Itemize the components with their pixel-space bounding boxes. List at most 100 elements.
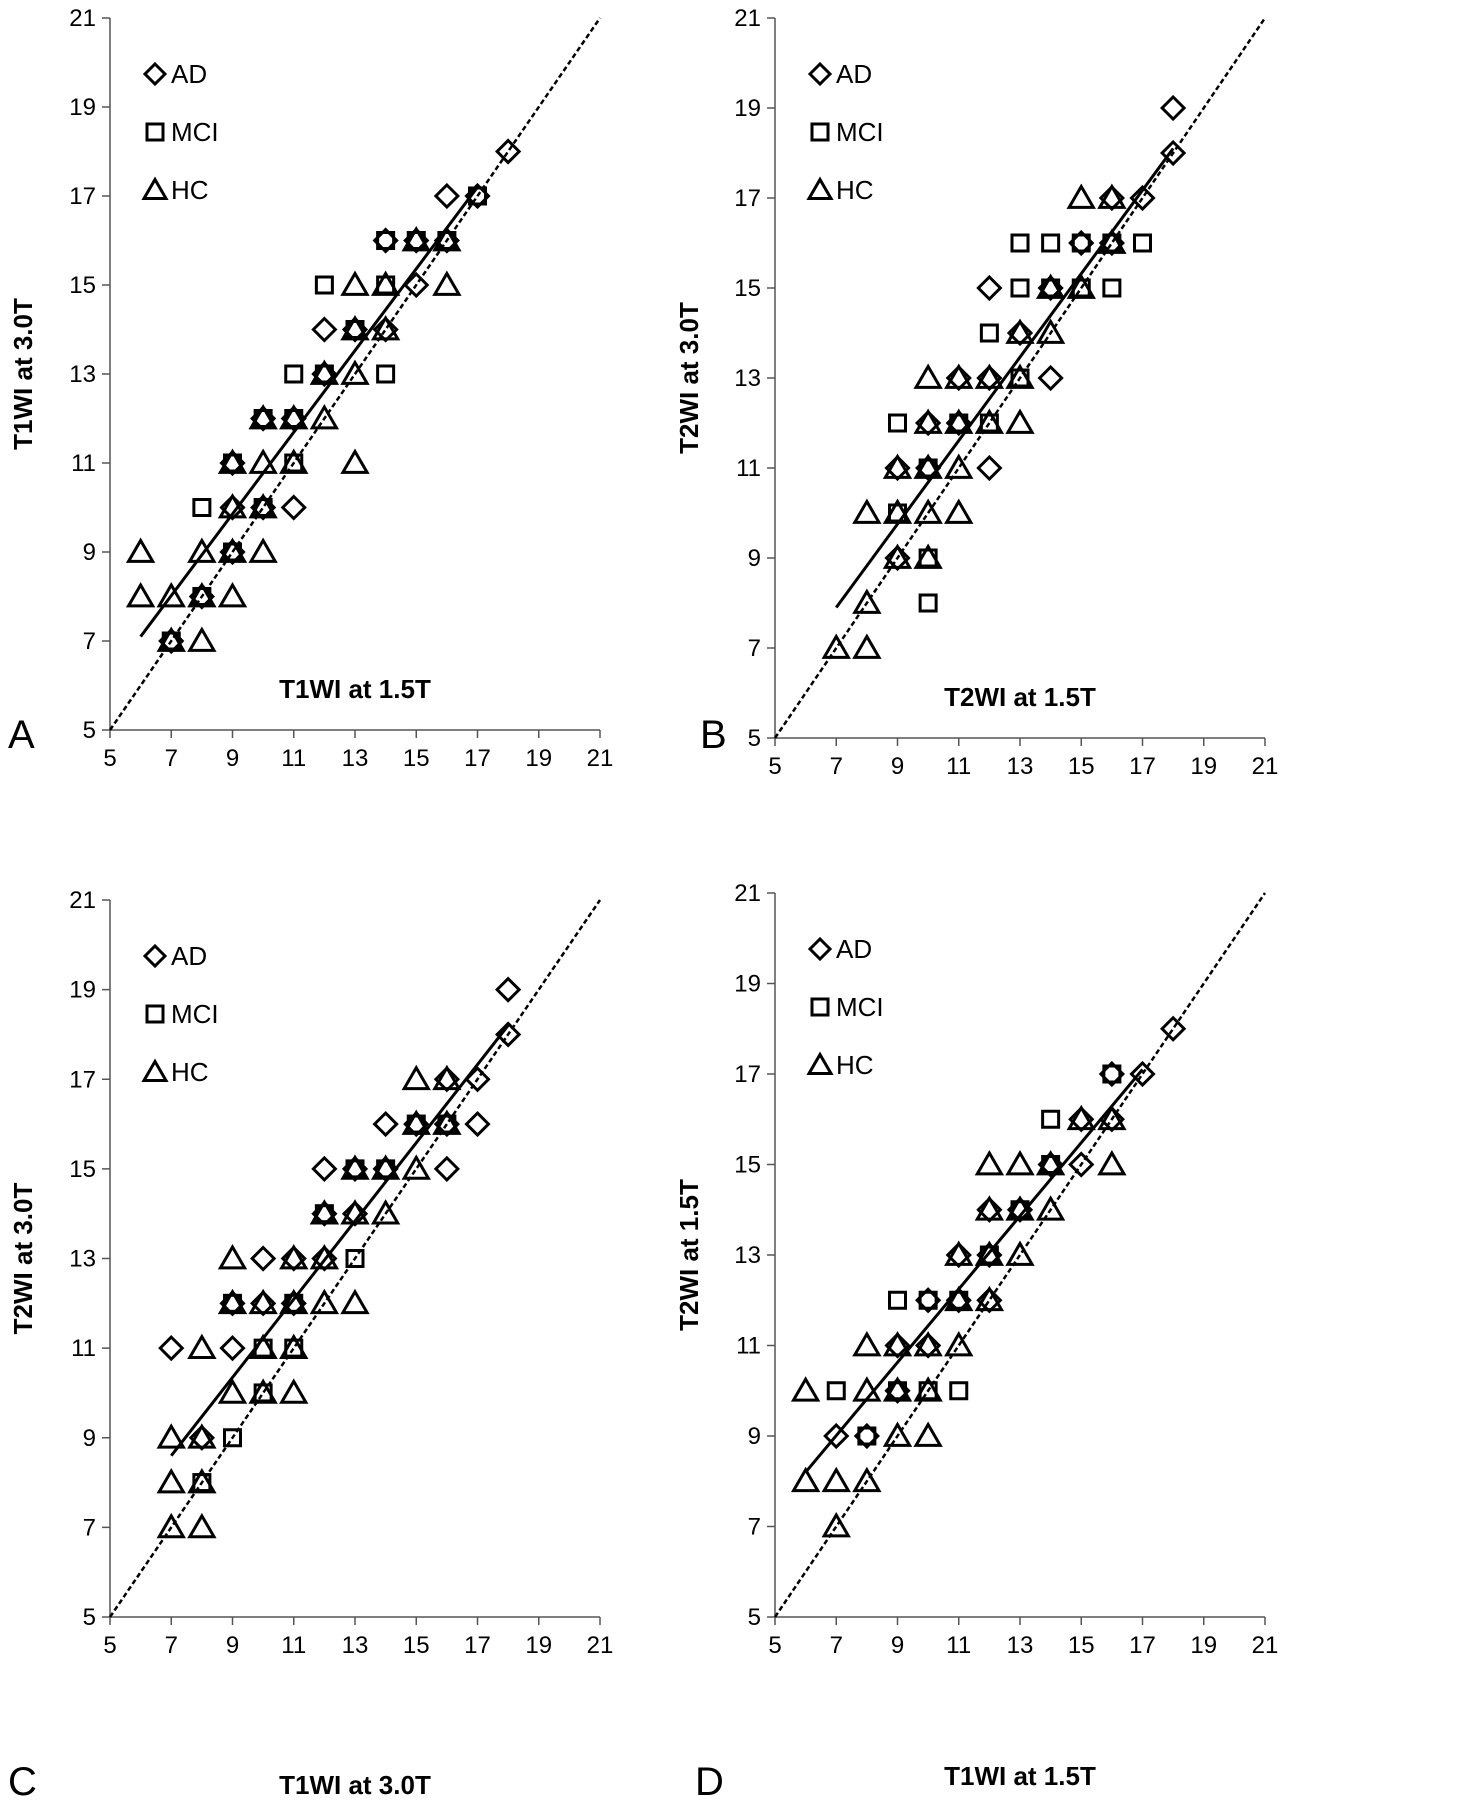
y-tick-label: 5 [83,717,96,744]
hc-point [187,1512,217,1539]
hc-point [944,1285,974,1312]
x-tick-label: 11 [281,1632,306,1659]
ad-point [372,316,399,343]
x-axis-label: T1WI at 3.0T [279,1770,431,1800]
hc-point [217,1378,248,1404]
hc-point [217,581,248,608]
hc-point [1005,408,1035,434]
hc-point [248,1288,278,1315]
hc-point [401,1109,431,1135]
ad-point [495,976,522,1003]
ad-point [433,1155,460,1182]
hc-point [432,1109,462,1135]
ad-point [250,1290,277,1317]
legend-ad-label: AD [836,59,872,89]
hc-point [370,1154,401,1180]
y-tick-label: 7 [748,1514,761,1541]
hc-point [852,498,882,524]
hc-point [279,1288,309,1315]
hc-point [821,1511,851,1538]
legend-ad-marker [807,61,833,87]
hc-point [432,1064,462,1091]
y-tick-label: 19 [734,971,761,998]
hc-point [1097,1104,1127,1131]
hc-point [1005,1149,1035,1176]
mci-point [1041,1109,1061,1129]
hc-point [821,633,851,659]
y-tick-label: 11 [71,1335,96,1362]
mci-point [979,323,999,343]
legend-ad-label: AD [171,941,207,971]
hc-point [1035,1195,1066,1221]
mci-point [345,1249,365,1268]
mci-point [376,231,396,250]
x-tick-label: 21 [587,745,614,772]
hc-point [944,498,974,524]
panel-letter: C [8,1760,37,1800]
ad-point [311,1155,338,1182]
y-tick-label: 7 [748,635,761,662]
ad-point [976,454,1003,482]
x-tick-label: 15 [403,745,430,772]
x-tick-label: 9 [226,1632,239,1659]
hc-point [974,1195,1005,1221]
ad-point [250,1245,277,1272]
hc-point [974,1285,1005,1312]
ad-point [976,274,1003,302]
legend-ad-marker [142,61,168,87]
legend-hc-label: HC [171,175,209,205]
hc-point [1066,273,1096,299]
hc-point [1066,1104,1096,1131]
legend-hc-label: HC [171,1057,209,1087]
hc-point [248,403,278,430]
hc-point [156,581,186,608]
ad-point [495,138,522,165]
hc-point [248,1378,278,1404]
y-tick-label: 17 [69,183,96,210]
mci-point [314,275,334,295]
hc-point [156,1423,186,1449]
hc-point [913,408,943,434]
hc-point [432,225,462,252]
panel-letter: D [695,1760,724,1800]
y-tick-label: 5 [748,725,761,752]
legend-hc-marker [806,1051,834,1075]
y-tick-label: 7 [83,628,96,655]
y-tick-label: 15 [69,1156,96,1183]
x-tick-label: 17 [464,1632,491,1659]
y-tick-label: 5 [748,1604,761,1631]
x-tick-label: 5 [103,745,116,772]
hc-point [1005,363,1035,389]
hc-point [913,1330,943,1357]
ad-point [884,454,911,482]
mci-point [1010,233,1030,253]
hc-point [156,1468,186,1494]
hc-point [217,448,248,474]
hc-point [432,270,462,296]
x-tick-label: 21 [1252,1632,1279,1659]
x-axis-label: T2WI at 1.5T [944,682,1096,712]
x-tick-label: 9 [891,753,904,780]
y-tick-label: 13 [69,1246,96,1273]
hc-point [913,543,943,569]
ad-point [1129,1060,1156,1088]
y-axis-label: T2WI at 3.0T [674,302,704,454]
y-tick-label: 17 [734,1061,761,1088]
hc-point [944,408,974,434]
hc-point [340,314,370,341]
mci-point [1041,233,1061,253]
hc-point [974,363,1005,389]
ad-point [280,494,307,521]
hc-point [974,1240,1005,1266]
hc-point [187,581,217,608]
hc-point [1035,318,1066,344]
x-tick-label: 19 [525,1632,552,1659]
y-tick-label: 7 [83,1514,96,1541]
ad-point [1068,1151,1095,1178]
x-tick-label: 19 [1190,1632,1217,1659]
y-tick-label: 15 [69,272,96,299]
legend-ad-label: AD [836,934,872,964]
hc-point [944,453,974,479]
hc-point [217,1243,248,1270]
ad-point [915,409,942,437]
